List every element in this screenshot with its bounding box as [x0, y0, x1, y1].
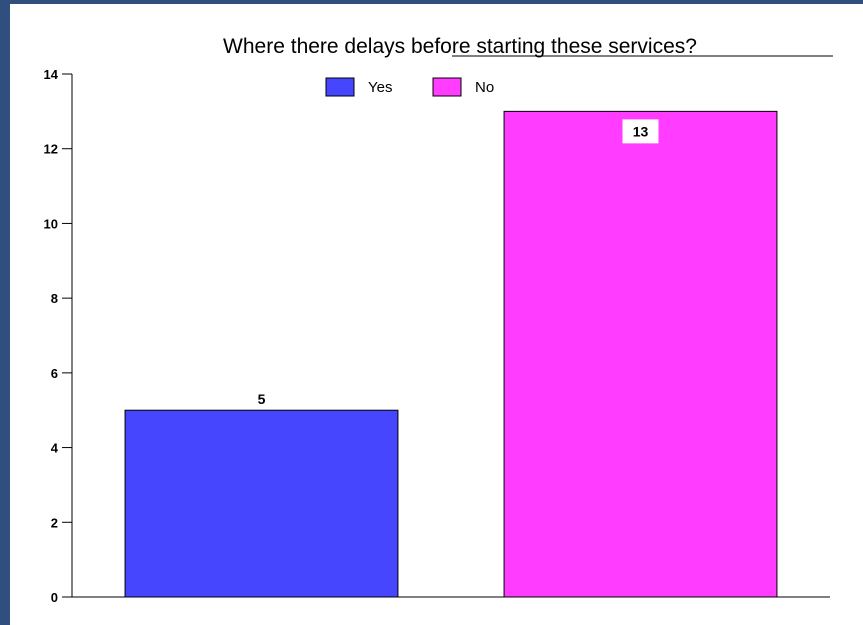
legend-swatch-yes — [325, 77, 355, 97]
y-tick-label: 4 — [51, 441, 59, 456]
bar-yes — [124, 409, 399, 598]
y-tick-label: 6 — [51, 366, 58, 381]
bars: 5 13 — [124, 110, 778, 598]
y-tick-label: 10 — [44, 216, 58, 231]
y-tick-label: 8 — [51, 291, 58, 306]
y-tick-label: 2 — [51, 515, 58, 530]
y-tick-label: 12 — [44, 142, 58, 157]
legend-label-yes: Yes — [368, 79, 392, 96]
chart-title: Where there delays before starting these… — [223, 35, 697, 58]
data-label: 5 — [258, 391, 266, 407]
data-label-box — [622, 119, 659, 144]
legend-swatch-no — [432, 77, 462, 97]
y-tick-label: 0 — [51, 590, 58, 605]
legend: Yes No — [325, 77, 494, 97]
y-tick-label: 14 — [44, 67, 59, 82]
data-label: 13 — [633, 123, 649, 139]
legend-label-no: No — [475, 79, 494, 96]
bar-no — [503, 110, 778, 598]
